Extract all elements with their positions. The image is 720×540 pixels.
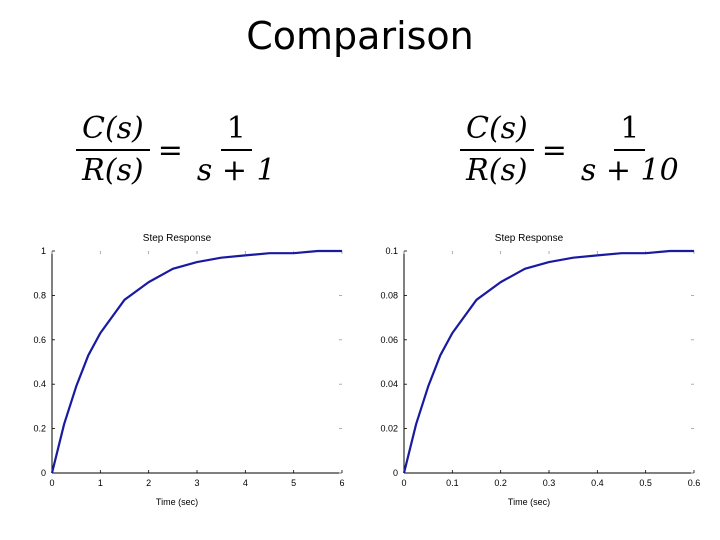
x-tick-label: 2 — [146, 478, 151, 488]
x-tick-label: 0.5 — [639, 478, 652, 488]
equals-sign: = — [157, 132, 183, 168]
x-tick-label: 0.3 — [543, 478, 556, 488]
step-response-chart-right: Step Response 0 0.02 0.04 0.06 0.08 0.1 0 0.1 0.2… — [380, 233, 701, 507]
y-tick-label: 0.4 — [33, 379, 46, 389]
lhs-numerator: C(s) — [76, 112, 150, 151]
rhs-numerator: 1 — [220, 112, 252, 151]
x-tick-label: 5 — [291, 478, 296, 488]
lhs-numerator: C(s) — [460, 112, 534, 151]
lhs-denominator: R(s) — [82, 153, 144, 188]
y-tick-label: 0.04 — [380, 379, 398, 389]
y-tick-label: 0.6 — [33, 335, 46, 345]
x-tick-label: 0 — [401, 478, 406, 488]
x-tick-label: 0.1 — [446, 478, 459, 488]
step-response-chart-left: Step Response 0 0.2 0.4 0.6 0.8 1 0 1 2 3 4 5 6 Time (… — [33, 233, 344, 507]
y-tick-label: 0 — [41, 468, 46, 478]
slide-title: Comparison — [246, 14, 474, 58]
rhs-numerator: 1 — [614, 112, 646, 151]
rhs-denominator: s + 10 — [580, 153, 679, 188]
y-tick-label: 0.06 — [380, 335, 398, 345]
rhs-fraction: 1 s + 10 — [575, 112, 685, 188]
y-tick-label: 0.02 — [380, 424, 398, 434]
x-tick-label: 0 — [49, 478, 54, 488]
rhs-denominator: s + 1 — [196, 153, 276, 188]
y-tick-label: 0.8 — [33, 290, 46, 300]
y-tick-label: 0.2 — [33, 424, 46, 434]
lhs-fraction: C(s) R(s) — [460, 112, 534, 188]
x-tick-label: 0.4 — [591, 478, 604, 488]
lhs-denominator: R(s) — [466, 153, 528, 188]
y-tick-label: 1 — [41, 246, 46, 256]
transfer-function-left: C(s) R(s) = 1 s + 1 — [76, 112, 282, 188]
rhs-fraction: 1 s + 1 — [191, 112, 282, 188]
lhs-fraction: C(s) R(s) — [76, 112, 150, 188]
y-tick-label: 0.08 — [380, 290, 398, 300]
chart-title: Step Response — [495, 233, 564, 244]
y-tick-label: 0.1 — [385, 246, 398, 256]
x-tick-label: 1 — [98, 478, 103, 488]
x-axis-label: Time (sec) — [508, 497, 550, 507]
x-tick-label: 4 — [243, 478, 248, 488]
step-response-line — [50, 249, 342, 474]
x-tick-label: 0.2 — [494, 478, 507, 488]
x-tick-label: 3 — [194, 478, 199, 488]
x-tick-label: 6 — [339, 478, 344, 488]
chart-title: Step Response — [143, 233, 212, 244]
x-axis-label: Time (sec) — [156, 497, 198, 507]
transfer-function-right: C(s) R(s) = 1 s + 10 — [460, 112, 685, 188]
equals-sign: = — [541, 132, 567, 168]
step-response-line — [402, 249, 694, 474]
x-tick-label: 0.6 — [688, 478, 701, 488]
y-tick-label: 0 — [393, 468, 398, 478]
